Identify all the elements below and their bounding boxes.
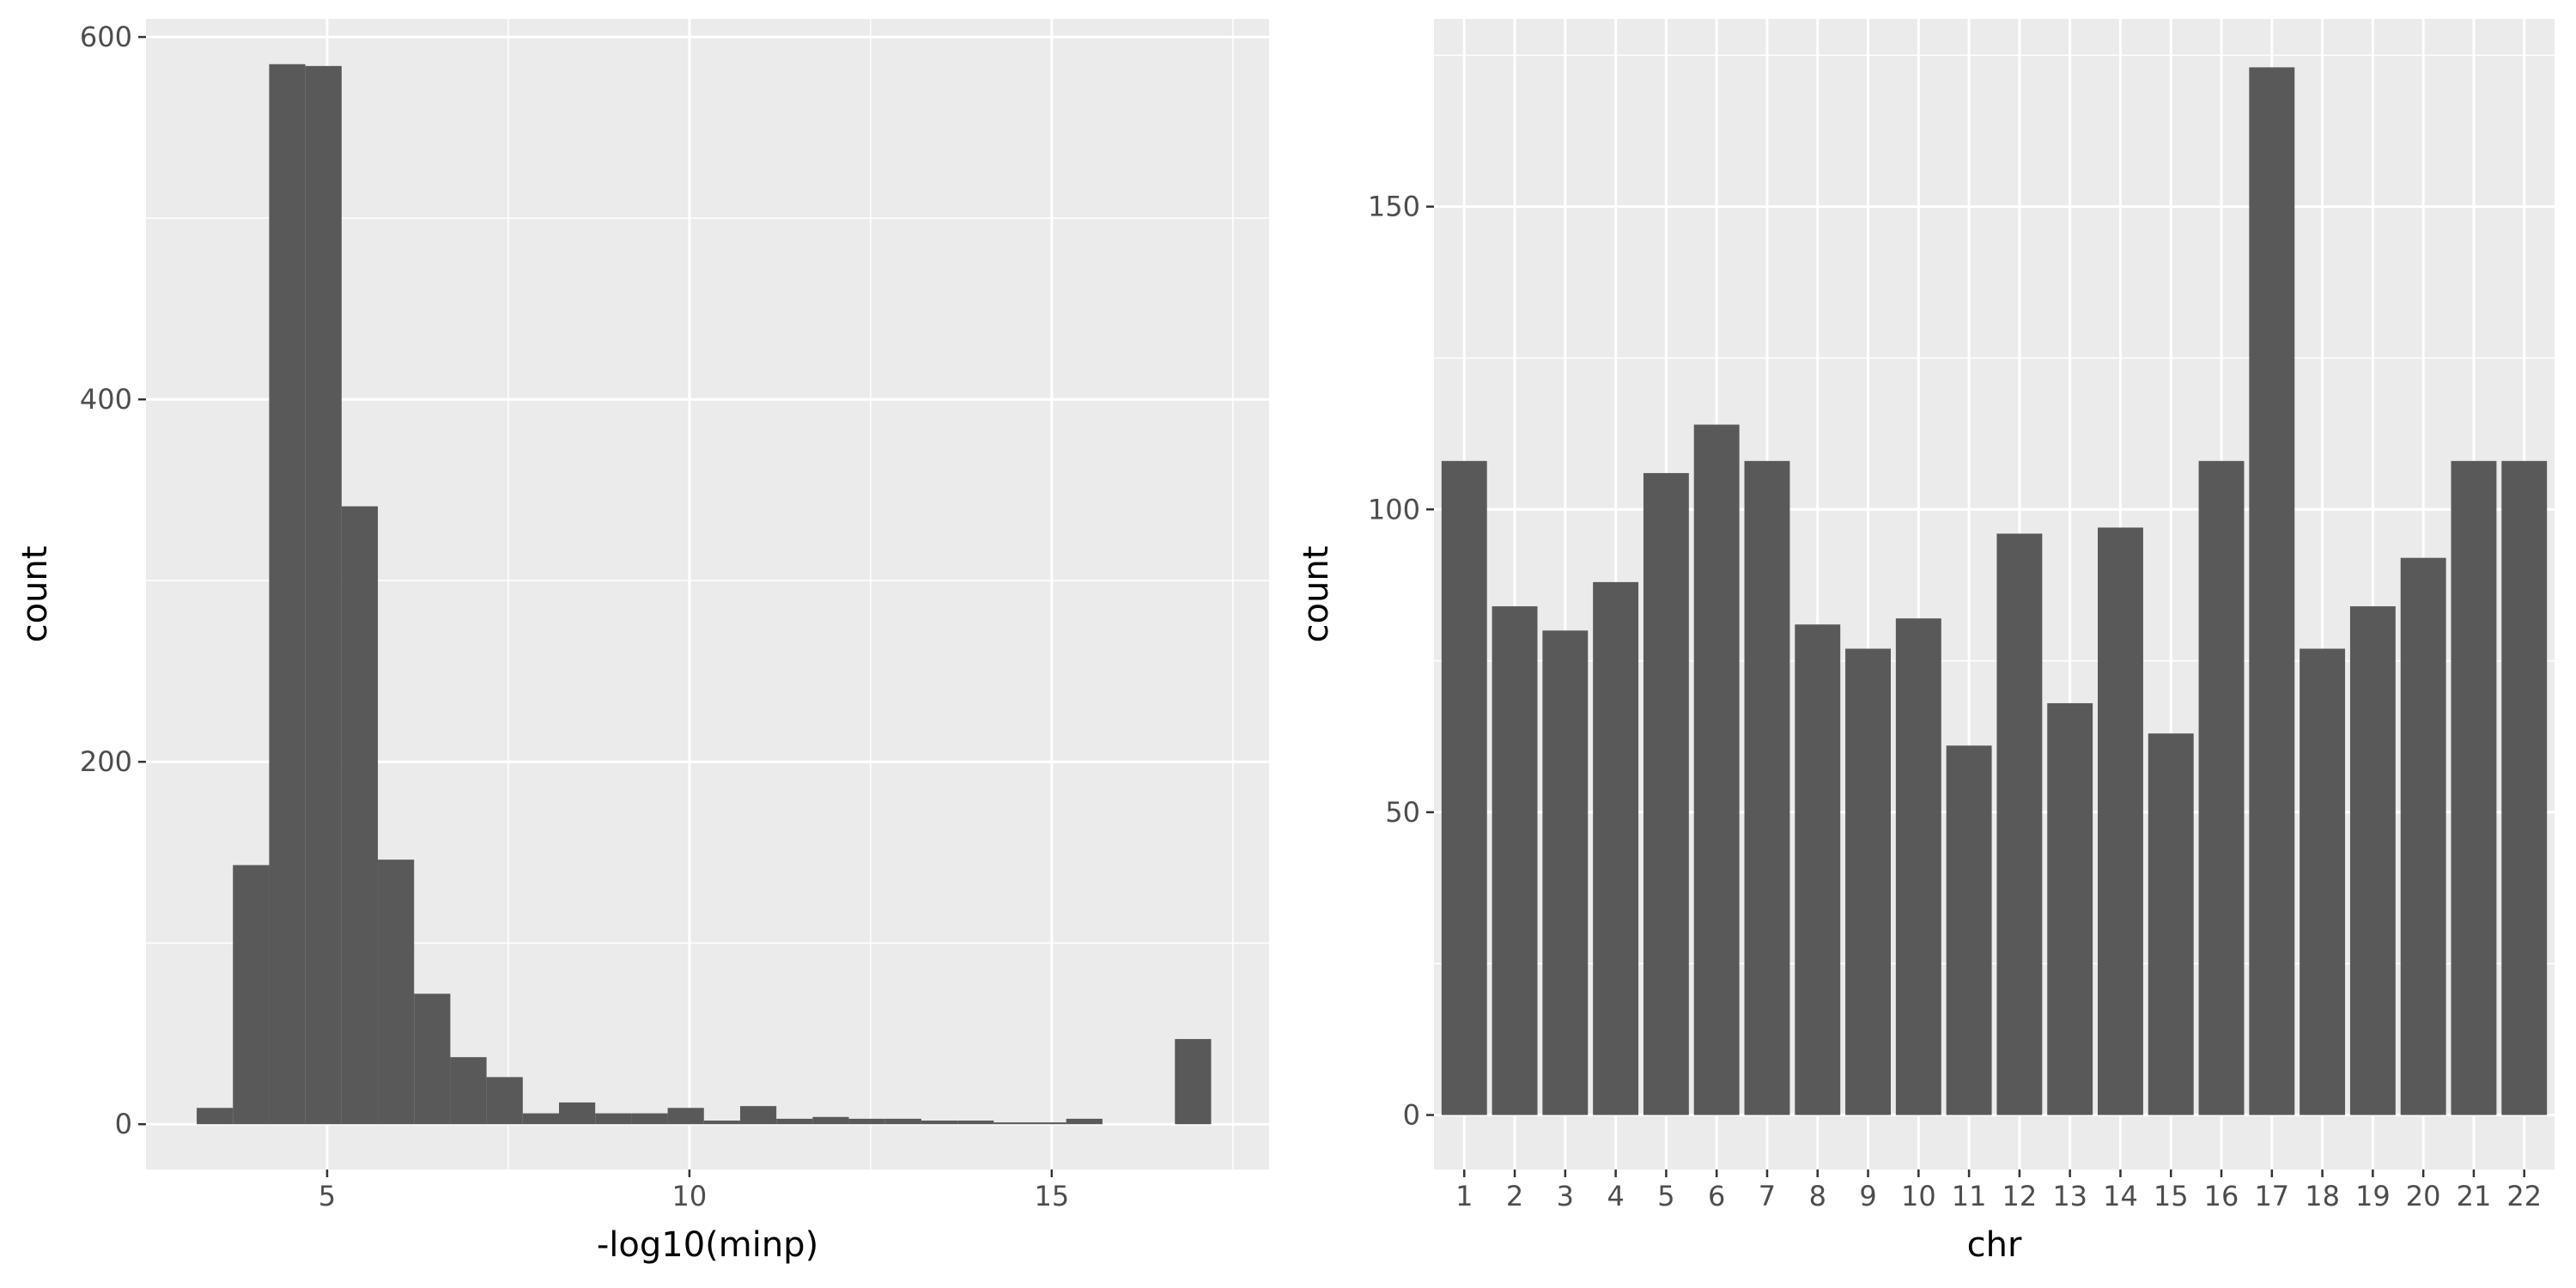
bar-chr-16: [2198, 460, 2245, 1115]
bar-chr-2: [1492, 606, 1538, 1115]
x-tick-label: 20: [2406, 1180, 2441, 1212]
x-tick-label: 22: [2506, 1180, 2542, 1212]
y-tick-label: 200: [80, 745, 132, 778]
bar-chr-10: [1895, 618, 1941, 1115]
x-tick-label: 15: [1034, 1180, 1069, 1212]
bar-chr-20: [2400, 557, 2446, 1115]
x-axis-title: -log10(minp): [597, 1225, 818, 1265]
bar-chr-8: [1795, 624, 1841, 1115]
histogram-bar-23: [993, 1122, 1030, 1125]
x-tick-label: 10: [672, 1180, 708, 1212]
histogram-bar-4: [305, 65, 342, 1125]
histogram-bar-6: [378, 860, 415, 1125]
histogram-bar-7: [414, 993, 451, 1125]
y-tick-label: 150: [1368, 191, 1420, 223]
histogram-bar-12: [595, 1113, 632, 1125]
bar-chr-5: [1643, 472, 1689, 1115]
y-tick-label: 0: [1403, 1099, 1420, 1132]
x-tick-label: 12: [2002, 1180, 2038, 1212]
histogram-bar-28: [1175, 1039, 1212, 1125]
x-tick-label: 11: [1952, 1180, 1987, 1212]
x-tick-label: 7: [1759, 1180, 1776, 1212]
histogram-bar-14: [667, 1108, 704, 1125]
y-axis-title: count: [15, 546, 55, 643]
y-tick-label: 100: [1368, 493, 1420, 526]
histogram-panel: 0 200 400 600 5 10 15 -log10(minp) count: [15, 19, 1269, 1265]
x-tick-label: 4: [1607, 1180, 1624, 1212]
bar-chr-6: [1693, 424, 1740, 1115]
histogram-bar-18: [812, 1116, 849, 1125]
x-tick-label: 16: [2204, 1180, 2239, 1212]
x-tick-label: 17: [2254, 1180, 2289, 1212]
bar-chr-18: [2300, 648, 2346, 1115]
histogram-bar-21: [920, 1121, 958, 1125]
bar-chr-12: [1996, 533, 2043, 1115]
x-tick-label: 5: [319, 1180, 336, 1212]
histogram-bar-1: [197, 1108, 234, 1125]
bar-chr-7: [1744, 460, 1790, 1115]
histogram-bar-3: [269, 64, 306, 1125]
bar-chr-3: [1542, 630, 1589, 1115]
x-tick-label: 5: [1657, 1180, 1674, 1212]
histogram-bar-16: [739, 1106, 777, 1125]
x-tick-label: 21: [2457, 1180, 2492, 1212]
bar-chr-9: [1845, 648, 1891, 1115]
x-tick-label: 8: [1809, 1180, 1826, 1212]
histogram-bar-5: [341, 506, 379, 1125]
histogram-bar-2: [233, 865, 270, 1125]
bar-chr-15: [2148, 733, 2194, 1115]
y-tick-label: 50: [1385, 796, 1420, 829]
histogram-bar-17: [776, 1118, 813, 1125]
histogram-bar-9: [486, 1077, 523, 1125]
histogram-bar-20: [884, 1118, 921, 1125]
bar-chr-14: [2098, 527, 2143, 1115]
x-tick-label: 9: [1859, 1180, 1876, 1212]
histogram-bar-22: [957, 1121, 994, 1125]
bar-chr-22: [2501, 460, 2548, 1115]
histogram-bar-10: [522, 1113, 560, 1125]
x-tick-label: 2: [1506, 1180, 1523, 1212]
bar-chr-1: [1441, 460, 1487, 1115]
bar-chr-11: [1946, 745, 1992, 1115]
y-axis-title: count: [1297, 546, 1336, 643]
bar-chr-4: [1593, 581, 1639, 1115]
histogram-bar-19: [848, 1118, 885, 1125]
x-axis-title: chr: [1967, 1225, 2022, 1265]
histogram-bar-25: [1066, 1118, 1103, 1125]
bar-chr-21: [2451, 460, 2497, 1115]
bar-chr-19: [2349, 606, 2396, 1115]
x-tick-label: 3: [1557, 1180, 1574, 1212]
x-tick-label: 6: [1708, 1180, 1725, 1212]
bar-chr-13: [2047, 702, 2093, 1115]
x-tick-label: 14: [2103, 1180, 2138, 1212]
x-tick-label: 13: [2052, 1180, 2087, 1212]
y-tick-label: 600: [80, 21, 132, 53]
y-tick-label: 0: [115, 1108, 132, 1140]
x-tick-label: 19: [2355, 1180, 2391, 1212]
y-tick-label: 400: [80, 383, 132, 416]
histogram-bar-11: [559, 1102, 596, 1125]
histogram-bar-24: [1030, 1122, 1066, 1125]
histogram-bar-8: [450, 1057, 487, 1125]
x-tick-label: 18: [2305, 1180, 2340, 1212]
bar-chr-17: [2249, 67, 2295, 1115]
x-tick-label: 10: [1901, 1180, 1936, 1212]
x-tick-label: 15: [2154, 1180, 2189, 1212]
x-tick-label: 1: [1455, 1180, 1473, 1212]
histogram-bar-15: [703, 1121, 740, 1125]
histogram-bar-13: [631, 1113, 668, 1125]
